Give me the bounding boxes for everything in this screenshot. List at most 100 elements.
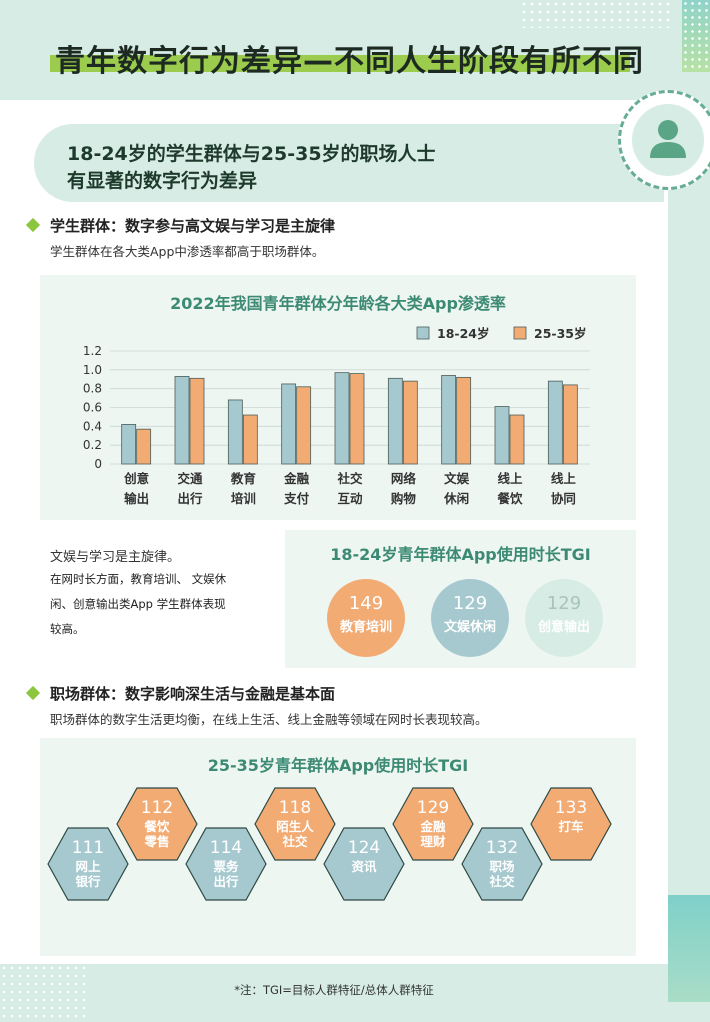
tgi-label: 陌生人: [276, 819, 314, 834]
x-tick-label: 协同: [551, 491, 576, 506]
students-text: 学生群体在各大类App中渗透率都高于职场群体。: [50, 244, 325, 259]
heading-line-2: 有显著的数字行为差异: [67, 170, 258, 192]
tgi-value: 132: [486, 838, 518, 858]
bullet-diamond-icon: [25, 217, 41, 233]
tgi-label: 出行: [213, 874, 239, 889]
bottom-band: [0, 964, 668, 1022]
tgi-circle: 129 创意输出: [525, 579, 603, 657]
y-tick-label: 1.2: [83, 344, 102, 358]
x-tick-label: 网络: [391, 471, 417, 486]
tgi-value: 118: [279, 798, 311, 818]
right-strip: [668, 100, 710, 1022]
y-tick-label: 0.8: [83, 382, 102, 396]
tgi-value: 149: [348, 593, 384, 614]
dot-pattern: [520, 0, 670, 28]
title-highlight: [50, 55, 630, 72]
bar-25-35岁: [242, 414, 258, 465]
tgi-label: 打车: [558, 819, 584, 834]
students-title: 学生群体：数字参与高文娱与学习是主旋律: [50, 217, 336, 235]
x-tick-label: 创意: [123, 471, 149, 486]
x-tick-label: 文娱: [444, 471, 470, 486]
tgi-label: 文娱休闲: [443, 620, 496, 635]
workers-title: 职场群体：数字影响深生活与金融是基本面: [50, 685, 336, 703]
bar-18-24岁: [547, 380, 563, 465]
x-tick-label: 休闲: [443, 491, 469, 506]
tgi-value: 112: [141, 798, 173, 818]
x-tick-label: 互动: [337, 491, 363, 506]
tgi-value: 111: [72, 838, 104, 858]
x-tick-label: 培训: [231, 491, 256, 506]
y-tick-label: 0.6: [83, 401, 102, 415]
tgi-hexagon: [185, 827, 267, 901]
chart-title: 2022年我国青年群体分年龄各大类App渗透率: [170, 294, 506, 313]
bar-25-35岁: [509, 414, 525, 465]
page-title: 青年数字行为差异—不同人生阶段有所不同: [55, 44, 644, 79]
tgi-label: 社交: [281, 834, 308, 849]
legend-swatch: [416, 326, 430, 340]
students-note-line-2: 闲、创意输出类App 学生群体表现: [50, 597, 226, 611]
x-tick-label: 教育: [230, 471, 257, 486]
x-tick-label: 购物: [391, 491, 417, 506]
tgi-label: 网上: [75, 859, 101, 874]
bullet-diamond-icon: [25, 685, 41, 701]
person-icon: [650, 120, 686, 158]
bar-25-35岁: [189, 377, 205, 465]
bar-25-35岁: [136, 428, 152, 465]
bar-18-24岁: [281, 383, 297, 465]
tgi-label: 金融: [419, 819, 446, 834]
x-tick-label: 出行: [177, 491, 203, 506]
footnote: *注：TGI=目标人群特征/总体人群特征: [234, 983, 434, 997]
y-tick-label: 1.0: [83, 363, 102, 377]
x-tick-label: 餐饮: [496, 491, 523, 506]
bar-18-24岁: [334, 372, 350, 465]
tgi-hexagon: [254, 787, 336, 861]
heading-pill: [34, 124, 664, 202]
tgi-label: 餐饮: [143, 819, 170, 834]
tgi-circle: 129 文娱休闲: [431, 579, 509, 657]
dot-pattern: [0, 964, 90, 1022]
bar-25-35岁: [562, 384, 578, 465]
tgi-hexagon: [323, 827, 405, 901]
tgi-workers-title: 25-35岁青年群体App使用时长TGI: [207, 756, 469, 775]
tgi-hexagon: [116, 787, 198, 861]
y-tick-label: 0: [94, 457, 102, 471]
tgi-value: 133: [555, 798, 587, 818]
x-tick-label: 支付: [283, 491, 310, 506]
tgi-label: 理财: [420, 834, 446, 849]
tgi-label: 教育培训: [339, 620, 392, 635]
legend-label: 18-24岁: [437, 326, 489, 341]
tgi-hexagon: [461, 827, 543, 901]
tgi-label: 创意输出: [537, 620, 590, 635]
tgi-label: 资讯: [351, 859, 377, 874]
bar-18-24岁: [121, 424, 137, 465]
legend-swatch: [513, 326, 527, 340]
students-note-line-1: 在网时长方面，教育培训、 文娱休: [50, 572, 227, 586]
tgi-value: 129: [546, 593, 582, 614]
dot-pattern: [682, 0, 710, 72]
y-tick-label: 0.2: [83, 438, 102, 452]
workers-text: 职场群体的数字生活更均衡，在线上生活、线上金融等领域在网时长表现较高。: [50, 712, 488, 727]
tgi-label: 社交: [488, 874, 515, 889]
tgi-value: 129: [417, 798, 449, 818]
heading-line-1: 18-24岁的学生群体与25-35岁的职场人士: [67, 143, 436, 165]
tgi-label: 银行: [75, 874, 101, 889]
y-tick-label: 0.4: [83, 419, 102, 433]
tgi-circle: 149 教育培训: [327, 579, 405, 657]
tgi-label: 职场: [489, 859, 514, 874]
tgi-value: 124: [348, 838, 380, 858]
tgi-hexagon: [530, 787, 612, 861]
bar-25-35岁: [456, 376, 472, 465]
bar-18-24岁: [441, 375, 457, 465]
tgi-label: 票务: [213, 859, 239, 874]
tgi-label: 零售: [143, 834, 169, 849]
tgi-value: 129: [452, 593, 488, 614]
x-tick-label: 线上: [497, 471, 523, 486]
bar-25-35岁: [296, 386, 312, 465]
students-note-title: 文娱与学习是主旋律。: [50, 550, 181, 565]
x-tick-label: 金融: [283, 471, 310, 486]
bar-25-35岁: [349, 373, 365, 465]
bar-25-35岁: [402, 380, 418, 465]
right-accent: [668, 895, 710, 1002]
